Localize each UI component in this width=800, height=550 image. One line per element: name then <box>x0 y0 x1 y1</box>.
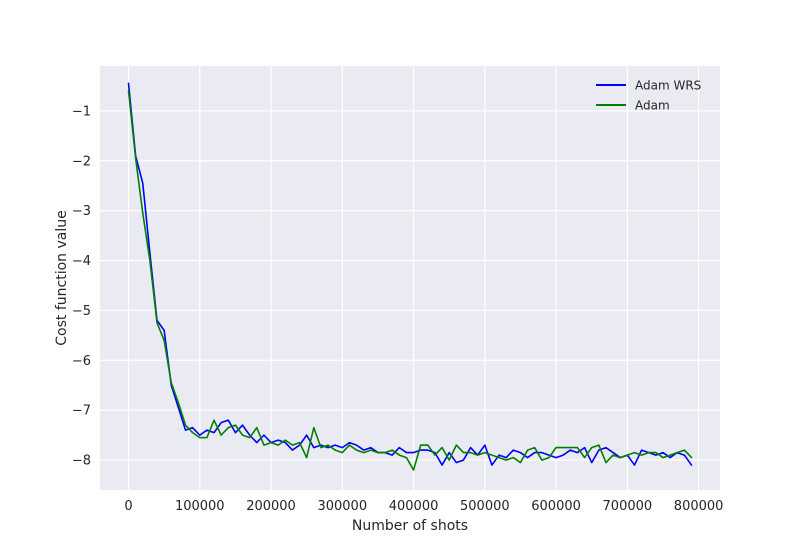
y-tick-label: −7 <box>72 404 91 419</box>
legend-label-adam-wrs: Adam WRS <box>635 79 701 93</box>
x-axis-title: Number of shots <box>352 518 468 534</box>
legend: Adam WRS Adam <box>596 79 701 113</box>
x-tick-label: 300000 <box>317 499 367 514</box>
series-line-adam-wrs <box>127 82 693 466</box>
y-tick-label: −4 <box>72 254 91 269</box>
x-tick-label: 200000 <box>246 499 296 514</box>
grid <box>100 66 720 490</box>
y-tick-label: −3 <box>72 204 91 219</box>
y-tick-label: −6 <box>72 354 91 369</box>
plot-background <box>100 66 720 490</box>
y-tick-label: −2 <box>72 154 91 169</box>
x-tick-label: 0 <box>124 499 132 514</box>
y-tick-labels: −1 −2 −3 −4 −5 −6 −7 −8 <box>72 104 91 468</box>
series-layer <box>127 82 693 471</box>
y-tick-label: −1 <box>72 104 91 119</box>
x-tick-label: 700000 <box>603 499 653 514</box>
series-line-adam <box>127 90 693 471</box>
x-tick-labels: 0 100000 200000 300000 400000 500000 600000 700… <box>124 499 723 514</box>
x-tick-label: 500000 <box>460 499 510 514</box>
y-axis-title: Cost function value <box>54 210 70 345</box>
y-tick-label: −5 <box>72 304 91 319</box>
legend-label-adam: Adam <box>635 99 670 113</box>
x-tick-label: 100000 <box>175 499 225 514</box>
y-tick-label: −8 <box>72 454 91 469</box>
x-tick-label: 400000 <box>389 499 439 514</box>
x-tick-label: 600000 <box>531 499 581 514</box>
x-tick-label: 800000 <box>674 499 724 514</box>
